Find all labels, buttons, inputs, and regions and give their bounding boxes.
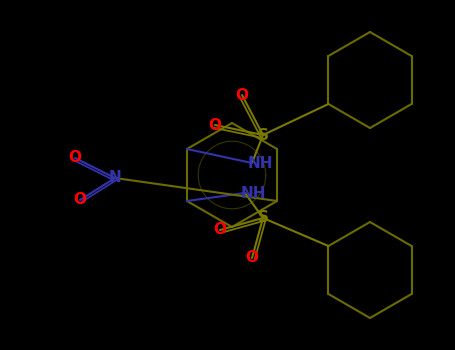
Text: S: S [258,210,268,225]
Text: O: O [74,193,86,208]
Text: S: S [258,127,268,142]
Text: O: O [69,150,81,166]
Text: NH: NH [240,186,266,201]
Text: O: O [208,118,222,133]
Text: N: N [109,170,121,186]
Text: O: O [213,223,227,238]
Text: NH: NH [247,155,273,170]
Text: O: O [246,251,258,266]
Text: O: O [236,88,248,103]
